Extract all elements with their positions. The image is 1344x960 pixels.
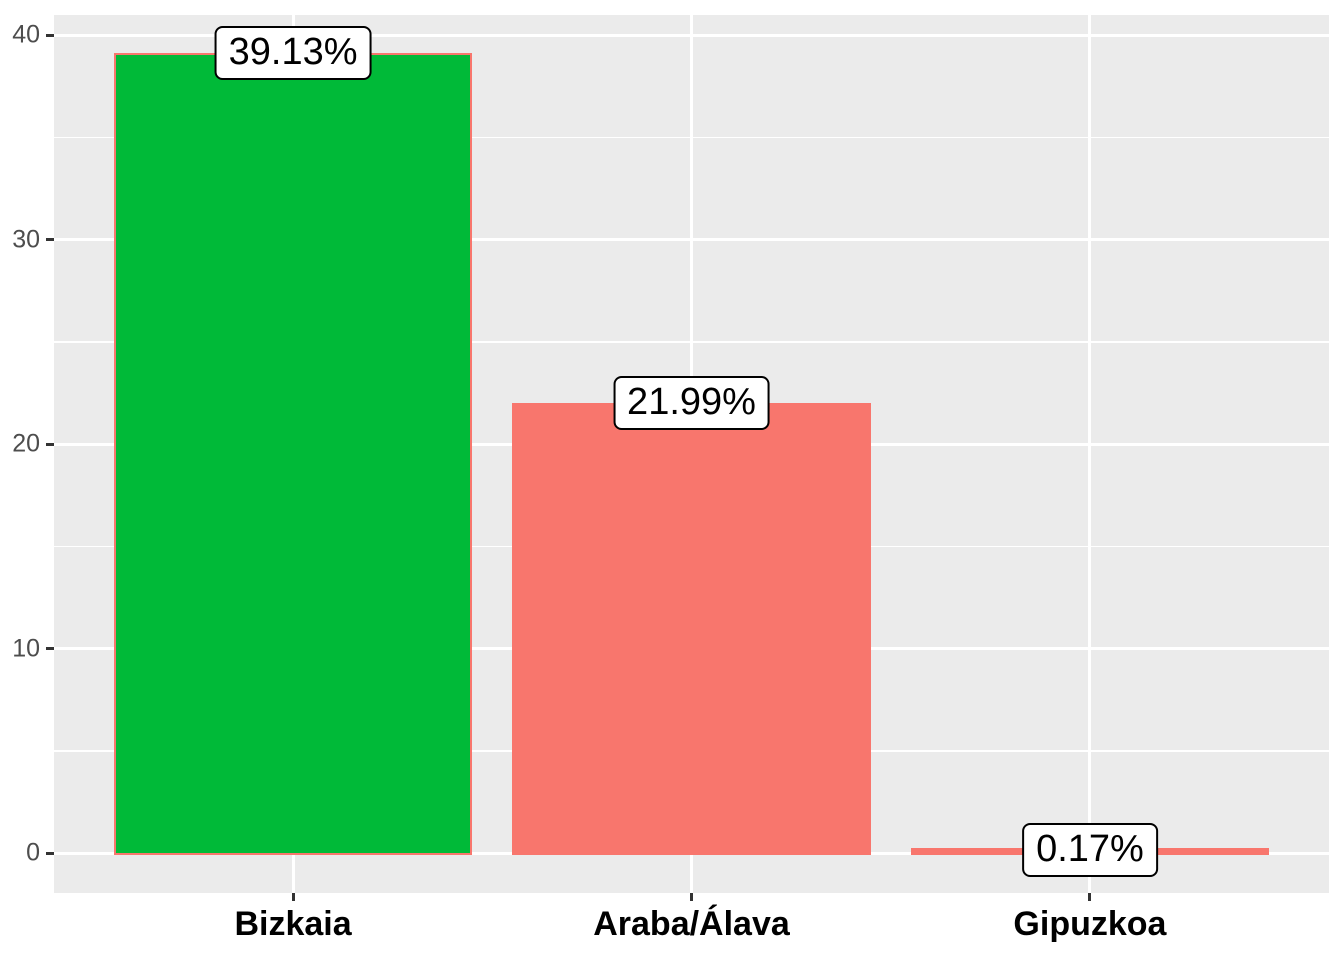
bar-araba-alava (512, 403, 871, 855)
y-axis-tick (46, 442, 54, 446)
y-tick-label: 20 (12, 429, 40, 458)
x-axis-tick (291, 893, 295, 901)
x-tick-label-bizkaia: Bizkaia (234, 905, 352, 943)
bar-value-label: 21.99% (613, 376, 770, 431)
bar-value-label: 0.17% (1022, 822, 1158, 877)
x-gridline-major (1088, 15, 1092, 893)
y-axis-tick (46, 33, 54, 37)
y-tick-label: 40 (12, 20, 40, 49)
x-axis-tick (690, 893, 693, 901)
x-tick-label-araba-alava: Araba/Álava (593, 905, 790, 943)
x-axis-tick (1088, 893, 1092, 901)
plot-panel: 39.13% 21.99% 0.17% (54, 15, 1329, 893)
y-axis-tick (46, 647, 54, 650)
y-axis-tick (46, 851, 54, 855)
y-axis-tick (46, 238, 54, 241)
bar-bizkaia (113, 52, 473, 855)
y-tick-label: 0 (26, 838, 40, 867)
bar-value-label: 39.13% (214, 25, 372, 80)
x-tick-label-gipuzkoa: Gipuzkoa (1013, 905, 1167, 943)
y-tick-label: 10 (12, 634, 40, 662)
y-tick-label: 30 (12, 225, 40, 253)
